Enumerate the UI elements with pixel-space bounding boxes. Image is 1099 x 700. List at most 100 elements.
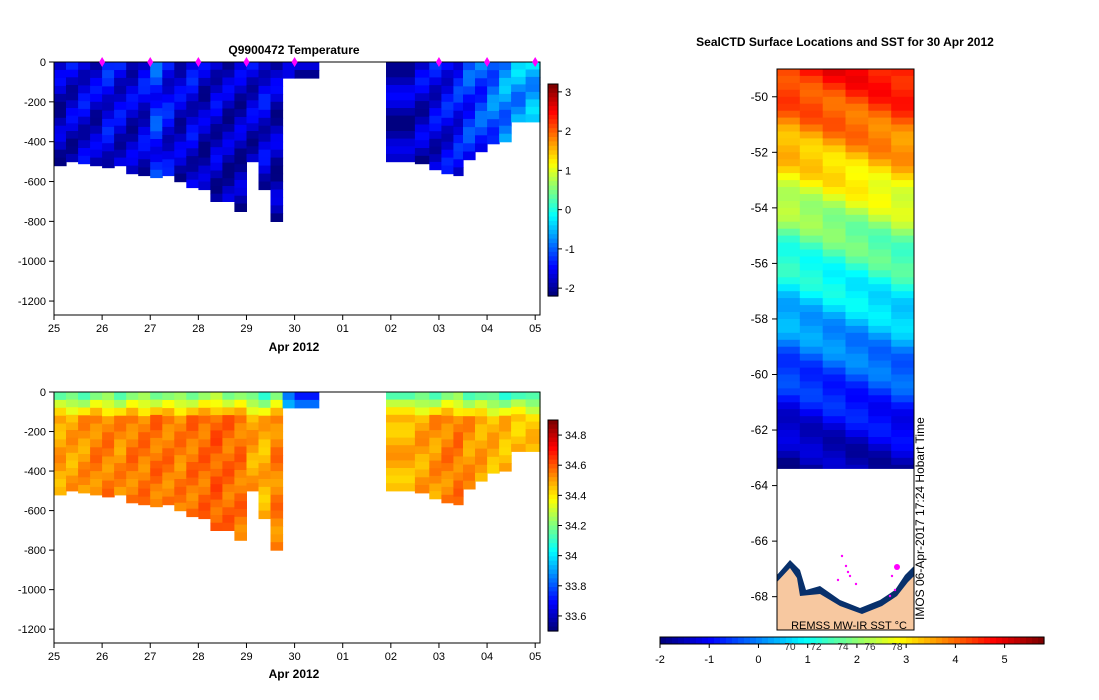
- y-tick-label: -1200: [18, 624, 46, 636]
- section-cell: [66, 85, 79, 94]
- section-cell: [429, 138, 442, 148]
- section-cell: [78, 477, 91, 486]
- section-cell: [234, 69, 247, 79]
- seal-location-point: [846, 570, 850, 574]
- section-cell: [186, 493, 199, 502]
- sst-cell: [777, 319, 801, 327]
- section-cell: [499, 77, 512, 87]
- section-cell: [210, 484, 223, 493]
- section-cell: [126, 407, 139, 417]
- section-cell: [499, 62, 512, 71]
- sst-cell: [868, 180, 892, 188]
- sst-colorbar-segment: [726, 637, 733, 644]
- colorbar-segment: [548, 507, 558, 513]
- section-cell: [66, 468, 79, 477]
- section-cell: [162, 94, 175, 104]
- colorbar-segment: [548, 238, 558, 244]
- section-cell: [162, 416, 175, 425]
- sst-cell: [868, 221, 892, 230]
- sst-cell: [799, 443, 824, 452]
- colorbar-segment: [548, 442, 558, 447]
- section-cell: [499, 455, 512, 464]
- section-cell: [258, 149, 272, 159]
- section-cell: [198, 399, 211, 409]
- section-cell: [453, 400, 464, 409]
- sst-cell: [799, 353, 824, 362]
- sst-cell: [822, 298, 847, 306]
- sst-colorbar-segment: [792, 637, 799, 644]
- colorbar-segment: [548, 220, 558, 226]
- sst-cell: [891, 207, 914, 216]
- sst-cell: [845, 242, 869, 251]
- section-cell: [525, 443, 541, 452]
- section-cell: [78, 430, 91, 440]
- section-cell: [429, 399, 442, 408]
- section-cell: [198, 109, 211, 119]
- section-cell: [386, 153, 416, 163]
- imos-timestamp-label: IMOS 06-Apr-2017 17:24 Hobart Time: [913, 417, 927, 620]
- section-cell: [114, 149, 127, 159]
- sst-cell: [777, 200, 801, 209]
- section-cell: [414, 77, 430, 86]
- sst-cell: [822, 89, 847, 98]
- section-cell: [222, 453, 235, 462]
- section-cell: [234, 462, 247, 471]
- sst-cell: [845, 187, 869, 195]
- sst-cell: [822, 214, 847, 223]
- x-tick-label: 30: [288, 651, 300, 663]
- section-cell: [258, 133, 272, 143]
- section-cell: [270, 439, 284, 448]
- section-cell: [270, 542, 284, 551]
- sst-cell: [777, 173, 801, 181]
- section-cell: [90, 70, 103, 79]
- section-cell: [150, 422, 163, 431]
- colorbar-segment: [548, 159, 558, 165]
- sst-colorbar-segment: [852, 637, 859, 644]
- sst-cell: [777, 82, 801, 91]
- sst-cell: [868, 117, 892, 126]
- section-cell: [463, 416, 476, 425]
- section-cell: [198, 125, 211, 135]
- sst-colorbar-tick-label: 2: [854, 654, 860, 666]
- section-cell: [386, 100, 416, 109]
- sst-cell: [799, 207, 824, 216]
- section-cell: [258, 447, 272, 456]
- sst-map-title: SealCTD Surface Locations and SST for 30…: [696, 35, 994, 49]
- section-cell: [90, 109, 103, 119]
- section-cell: [126, 149, 139, 159]
- sst-colorbar-frame: [659, 636, 1045, 645]
- sst-cell: [822, 166, 847, 174]
- sst-cell: [799, 214, 824, 223]
- section-cell: [114, 117, 127, 127]
- section-cell: [138, 151, 151, 160]
- sst-cell: [891, 138, 914, 146]
- sst-cell: [822, 305, 847, 313]
- sst-cell: [777, 159, 801, 167]
- colorbar-tick-label: 34.8: [565, 430, 586, 442]
- sst-cell: [799, 138, 824, 146]
- sst-cell: [777, 194, 801, 202]
- sst-cell: [891, 82, 914, 91]
- section-cell: [525, 99, 541, 108]
- section-cell: [511, 436, 527, 445]
- section-cell: [138, 464, 151, 473]
- section-cell: [162, 78, 175, 87]
- section-cell: [102, 62, 115, 71]
- section-cell: [162, 448, 175, 457]
- section-cell: [138, 167, 151, 177]
- section-cell: [138, 110, 151, 120]
- y-tick-label: -400: [24, 466, 46, 478]
- sst-cell: [822, 159, 847, 167]
- section-cell: [453, 86, 464, 95]
- section-cell: [499, 117, 512, 127]
- section-cell: [210, 85, 223, 94]
- section-cell: [186, 116, 199, 126]
- y-tick-label: -1000: [18, 585, 46, 597]
- sst-cell: [799, 298, 824, 306]
- x-tick-label: 29: [240, 323, 252, 335]
- sst-cell: [822, 180, 847, 188]
- section-cell: [441, 463, 454, 472]
- sst-colorbar-segment: [732, 637, 739, 644]
- section-cell: [511, 69, 527, 78]
- section-cell: [150, 154, 163, 163]
